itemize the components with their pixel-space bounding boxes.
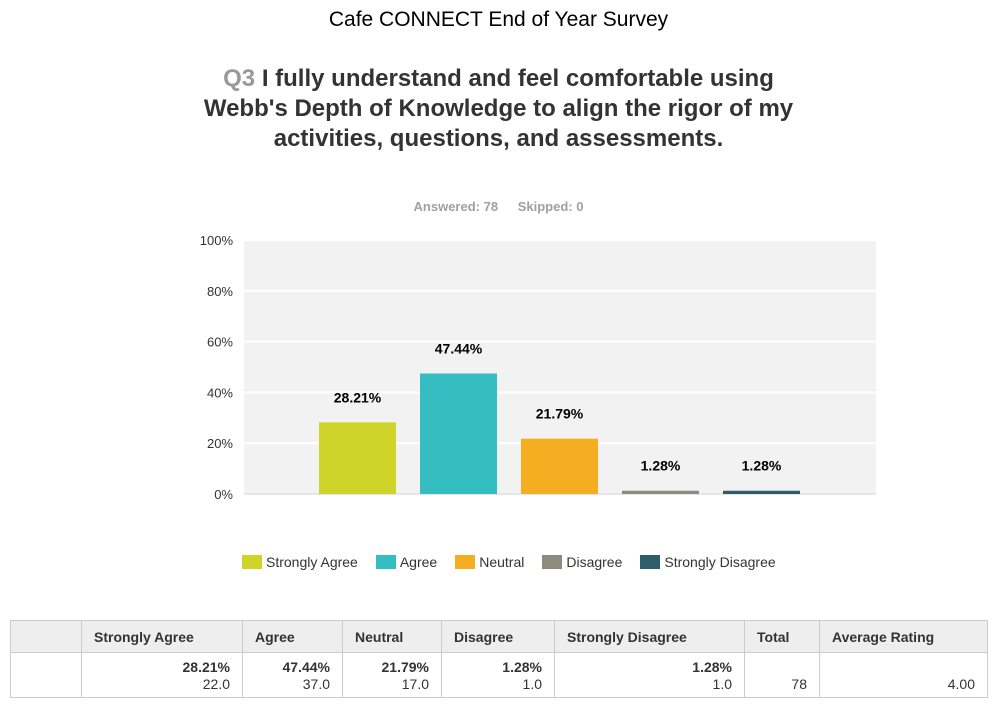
legend-label: Strongly Disagree xyxy=(664,554,776,570)
bar xyxy=(420,373,497,494)
legend-item: Neutral xyxy=(455,554,524,570)
data-label: 1.28% xyxy=(641,458,681,474)
chart-legend: Strongly Agree Agree Neutral Disagree Strong… xyxy=(242,554,794,570)
question-text: I fully understand and feel comfortable … xyxy=(203,65,794,152)
bar xyxy=(521,438,598,494)
legend-item: Strongly Agree xyxy=(242,554,358,570)
table-header-row: Strongly Agree Agree Neutral Disagree St… xyxy=(10,620,988,653)
y-tick-label: 40% xyxy=(207,385,233,400)
table-header-cell: Strongly Disagree xyxy=(554,620,745,653)
table-header-cell: Disagree xyxy=(441,620,555,653)
table-header-cell: Total xyxy=(744,620,820,653)
table-header-cell: Neutral xyxy=(342,620,442,653)
table-row: 28.21% 22.0 47.44% 37.0 21.79% 17.0 1.28% 1.… xyxy=(10,652,988,698)
bar xyxy=(723,490,800,494)
table-row-blank xyxy=(10,652,82,698)
table-header-blank xyxy=(10,620,82,653)
legend-swatch xyxy=(242,555,262,569)
bar-chart: 0% 20% 40% 60% 80% 100% 28.21% 47.44% 21.79% 1.28… xyxy=(200,233,876,502)
y-tick-label: 100% xyxy=(200,233,234,248)
legend-item: Agree xyxy=(375,554,438,570)
legend-item: Disagree xyxy=(542,554,622,570)
table-cell: 28.21% 22.0 xyxy=(81,652,243,698)
bar xyxy=(319,422,396,494)
table-header-cell: Strongly Agree xyxy=(81,620,243,653)
table-cell: 1.28% 1.0 xyxy=(554,652,745,698)
y-tick-label: 60% xyxy=(207,335,233,350)
data-label: 1.28% xyxy=(742,458,782,474)
legend-swatch xyxy=(375,555,396,569)
answered-count: Answered: 78 xyxy=(413,199,499,214)
table-average-cell: 4.00 xyxy=(819,652,988,698)
legend-label: Strongly Agree xyxy=(266,554,358,570)
y-tick-label: 80% xyxy=(207,284,233,299)
results-table: Strongly Agree Agree Neutral Disagree St… xyxy=(10,620,988,698)
legend-label: Disagree xyxy=(566,554,623,570)
data-label: 47.44% xyxy=(435,341,483,357)
data-label: 28.21% xyxy=(334,389,382,405)
legend-item: Strongly Disagree xyxy=(640,554,776,570)
question-number: Q3 xyxy=(223,65,256,92)
data-label: 21.79% xyxy=(536,406,584,422)
table-cell: 21.79% 17.0 xyxy=(342,652,442,698)
question-heading: Q3 I fully understand and feel comfortab… xyxy=(200,64,797,154)
legend-swatch xyxy=(542,555,563,569)
table-header-cell: Agree xyxy=(242,620,343,653)
legend-label: Agree xyxy=(399,554,438,570)
skipped-count: Skipped: 0 xyxy=(517,199,584,214)
table-header-cell: Average Rating xyxy=(819,620,988,653)
table-cell: 47.44% 37.0 xyxy=(242,652,343,698)
table-total-cell: 78 xyxy=(744,652,820,698)
legend-label: Neutral xyxy=(479,554,525,570)
survey-title: Cafe CONNECT End of Year Survey xyxy=(328,8,669,31)
legend-swatch xyxy=(640,555,661,569)
table-cell: 1.28% 1.0 xyxy=(441,652,555,698)
bar xyxy=(622,490,699,494)
y-tick-label: 0% xyxy=(214,487,233,502)
y-tick-label: 20% xyxy=(207,436,233,451)
legend-swatch xyxy=(455,555,476,569)
response-stats: Answered: 78 Skipped: 0 xyxy=(0,199,997,214)
